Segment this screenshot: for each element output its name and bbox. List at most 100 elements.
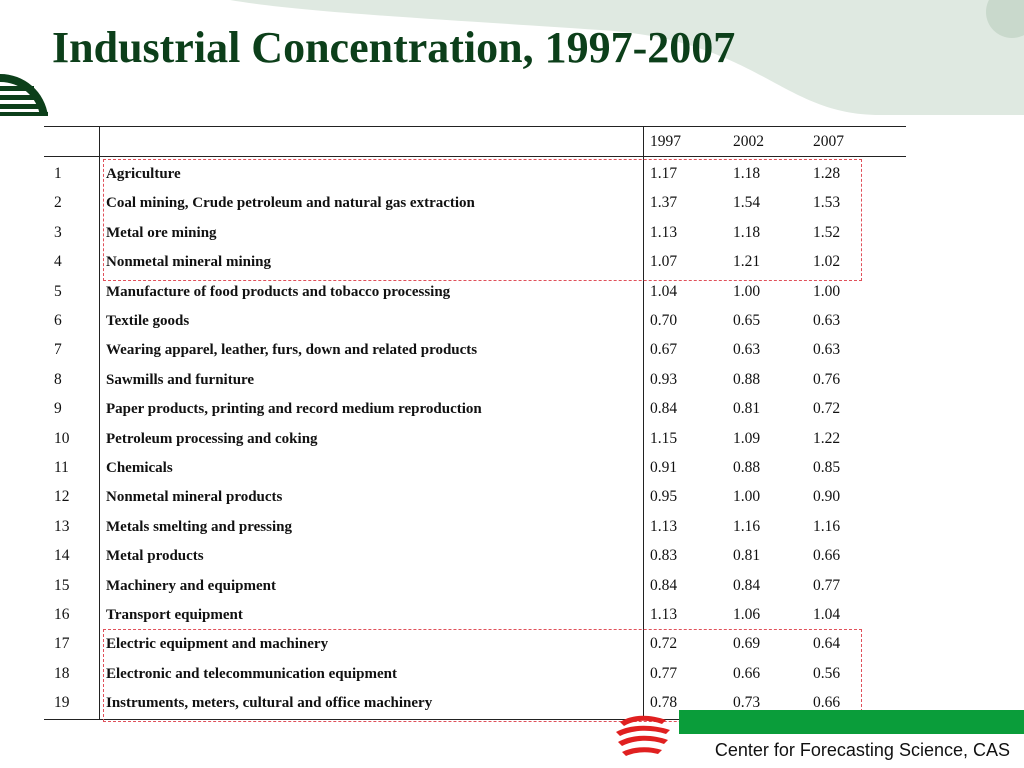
row-number: 19: [54, 694, 70, 712]
value-2007: 0.56: [813, 664, 841, 682]
row-number: 13: [54, 517, 70, 535]
industry-name: Petroleum processing and coking: [106, 430, 318, 447]
value-2002: 1.18: [733, 165, 761, 182]
highlight-box: [103, 159, 862, 281]
value-2002: 1.21: [733, 253, 761, 271]
row-number: 14: [54, 547, 70, 565]
footer-text: Center for Forecasting Science, CAS: [714, 740, 1010, 760]
value-2007: 0.66: [813, 547, 841, 565]
value-2007: 1.52: [813, 223, 841, 241]
industry-name: Nonmetal mineral products: [106, 489, 283, 506]
value-1997: 1.17: [650, 165, 678, 182]
row-number: 3: [54, 223, 62, 241]
industry-name: Chemicals: [106, 460, 173, 476]
row-number: 16: [54, 606, 70, 623]
value-2007: 0.64: [813, 635, 841, 653]
value-1997: 0.78: [650, 694, 678, 712]
value-2007: 1.16: [813, 517, 841, 535]
value-1997: 0.95: [650, 488, 678, 506]
cas-logo-icon: [616, 715, 670, 756]
row-number: 10: [54, 429, 70, 447]
value-1997: 0.84: [650, 400, 678, 418]
industry-name: Machinery and equipment: [106, 577, 277, 594]
value-2002: 1.00: [733, 488, 761, 506]
table-rule: [44, 156, 906, 157]
table-rule: [44, 718, 906, 720]
value-2002: 0.81: [733, 547, 761, 565]
value-2002: 1.06: [733, 606, 761, 623]
value-2002: 0.63: [733, 341, 761, 359]
value-2007: 1.02: [813, 253, 841, 271]
value-1997: 0.67: [650, 341, 678, 359]
value-2007: 0.77: [813, 576, 841, 594]
header-decoration: [0, 0, 1024, 116]
industry-name: Electronic and telecommunication equipme…: [106, 665, 397, 682]
value-1997: 1.37: [650, 194, 678, 212]
industry-name: Metal ore mining: [106, 224, 217, 241]
value-2002: 1.16: [733, 517, 761, 535]
table-rule: [44, 126, 906, 127]
value-2007: 0.63: [813, 341, 841, 359]
value-2007: 1.00: [813, 282, 841, 300]
value-2002: 0.81: [733, 400, 761, 418]
value-2007: 1.04: [813, 606, 841, 623]
value-2002: 1.18: [733, 223, 761, 241]
column-header: 2007: [813, 133, 844, 150]
row-number: 5: [54, 282, 62, 300]
row-number: 12: [54, 488, 70, 506]
industry-name: Textile goods: [106, 313, 190, 329]
row-number: 7: [54, 341, 62, 359]
industry-name: Metals smelting and pressing: [106, 518, 292, 535]
page-title: Industrial Concentration, 1997-2007: [52, 23, 736, 72]
value-1997: 0.72: [650, 635, 678, 653]
row-number: 4: [54, 253, 62, 271]
value-2007: 1.53: [813, 194, 841, 212]
row-number: 17: [54, 635, 70, 653]
value-2002: 1.00: [733, 282, 761, 300]
row-number: 15: [54, 576, 70, 594]
value-1997: 1.13: [650, 517, 678, 535]
column-header: 2002: [733, 133, 764, 150]
table-column-divider: [643, 126, 644, 719]
row-number: 9: [54, 400, 62, 418]
row-number: 6: [54, 312, 62, 329]
highlight-box: [103, 629, 862, 722]
industry-name: Agriculture: [106, 166, 181, 182]
value-2007: 1.28: [813, 165, 841, 182]
value-1997: 0.77: [650, 664, 678, 682]
value-2002: 1.09: [733, 429, 761, 447]
industry-name: Instruments, meters, cultural and office…: [106, 695, 433, 712]
value-2002: 0.88: [733, 459, 761, 476]
table-column-divider: [99, 126, 100, 719]
value-2002: 0.88: [733, 370, 761, 388]
value-2007: 0.66: [813, 694, 841, 712]
value-1997: 0.84: [650, 576, 678, 594]
value-2007: 0.72: [813, 400, 841, 418]
row-number: 8: [54, 370, 62, 388]
value-2002: 1.54: [733, 194, 761, 212]
value-1997: 0.83: [650, 547, 678, 565]
value-2007: 0.63: [813, 312, 841, 329]
row-number: 18: [54, 664, 70, 682]
corner-stripes: [0, 73, 48, 116]
row-number: 1: [54, 165, 62, 182]
value-1997: 0.70: [650, 312, 678, 329]
value-2007: 1.22: [813, 429, 841, 447]
value-1997: 1.04: [650, 282, 678, 300]
value-2002: 0.69: [733, 635, 761, 653]
industry-name: Paper products, printing and record medi…: [106, 401, 482, 418]
value-1997: 0.91: [650, 459, 678, 476]
value-2002: 0.66: [733, 664, 761, 682]
footer-bar: [679, 710, 1024, 734]
value-2007: 0.90: [813, 488, 841, 506]
value-2002: 0.73: [733, 694, 761, 712]
value-1997: 1.13: [650, 606, 678, 623]
row-number: 11: [54, 459, 69, 476]
industry-name: Electric equipment and machinery: [106, 636, 329, 653]
industry-name: Sawmills and furniture: [106, 371, 255, 388]
industry-name: Nonmetal mineral mining: [106, 254, 271, 271]
value-1997: 0.93: [650, 370, 678, 388]
value-2002: 0.65: [733, 312, 761, 329]
row-number: 2: [54, 194, 62, 212]
value-1997: 1.15: [650, 429, 678, 447]
